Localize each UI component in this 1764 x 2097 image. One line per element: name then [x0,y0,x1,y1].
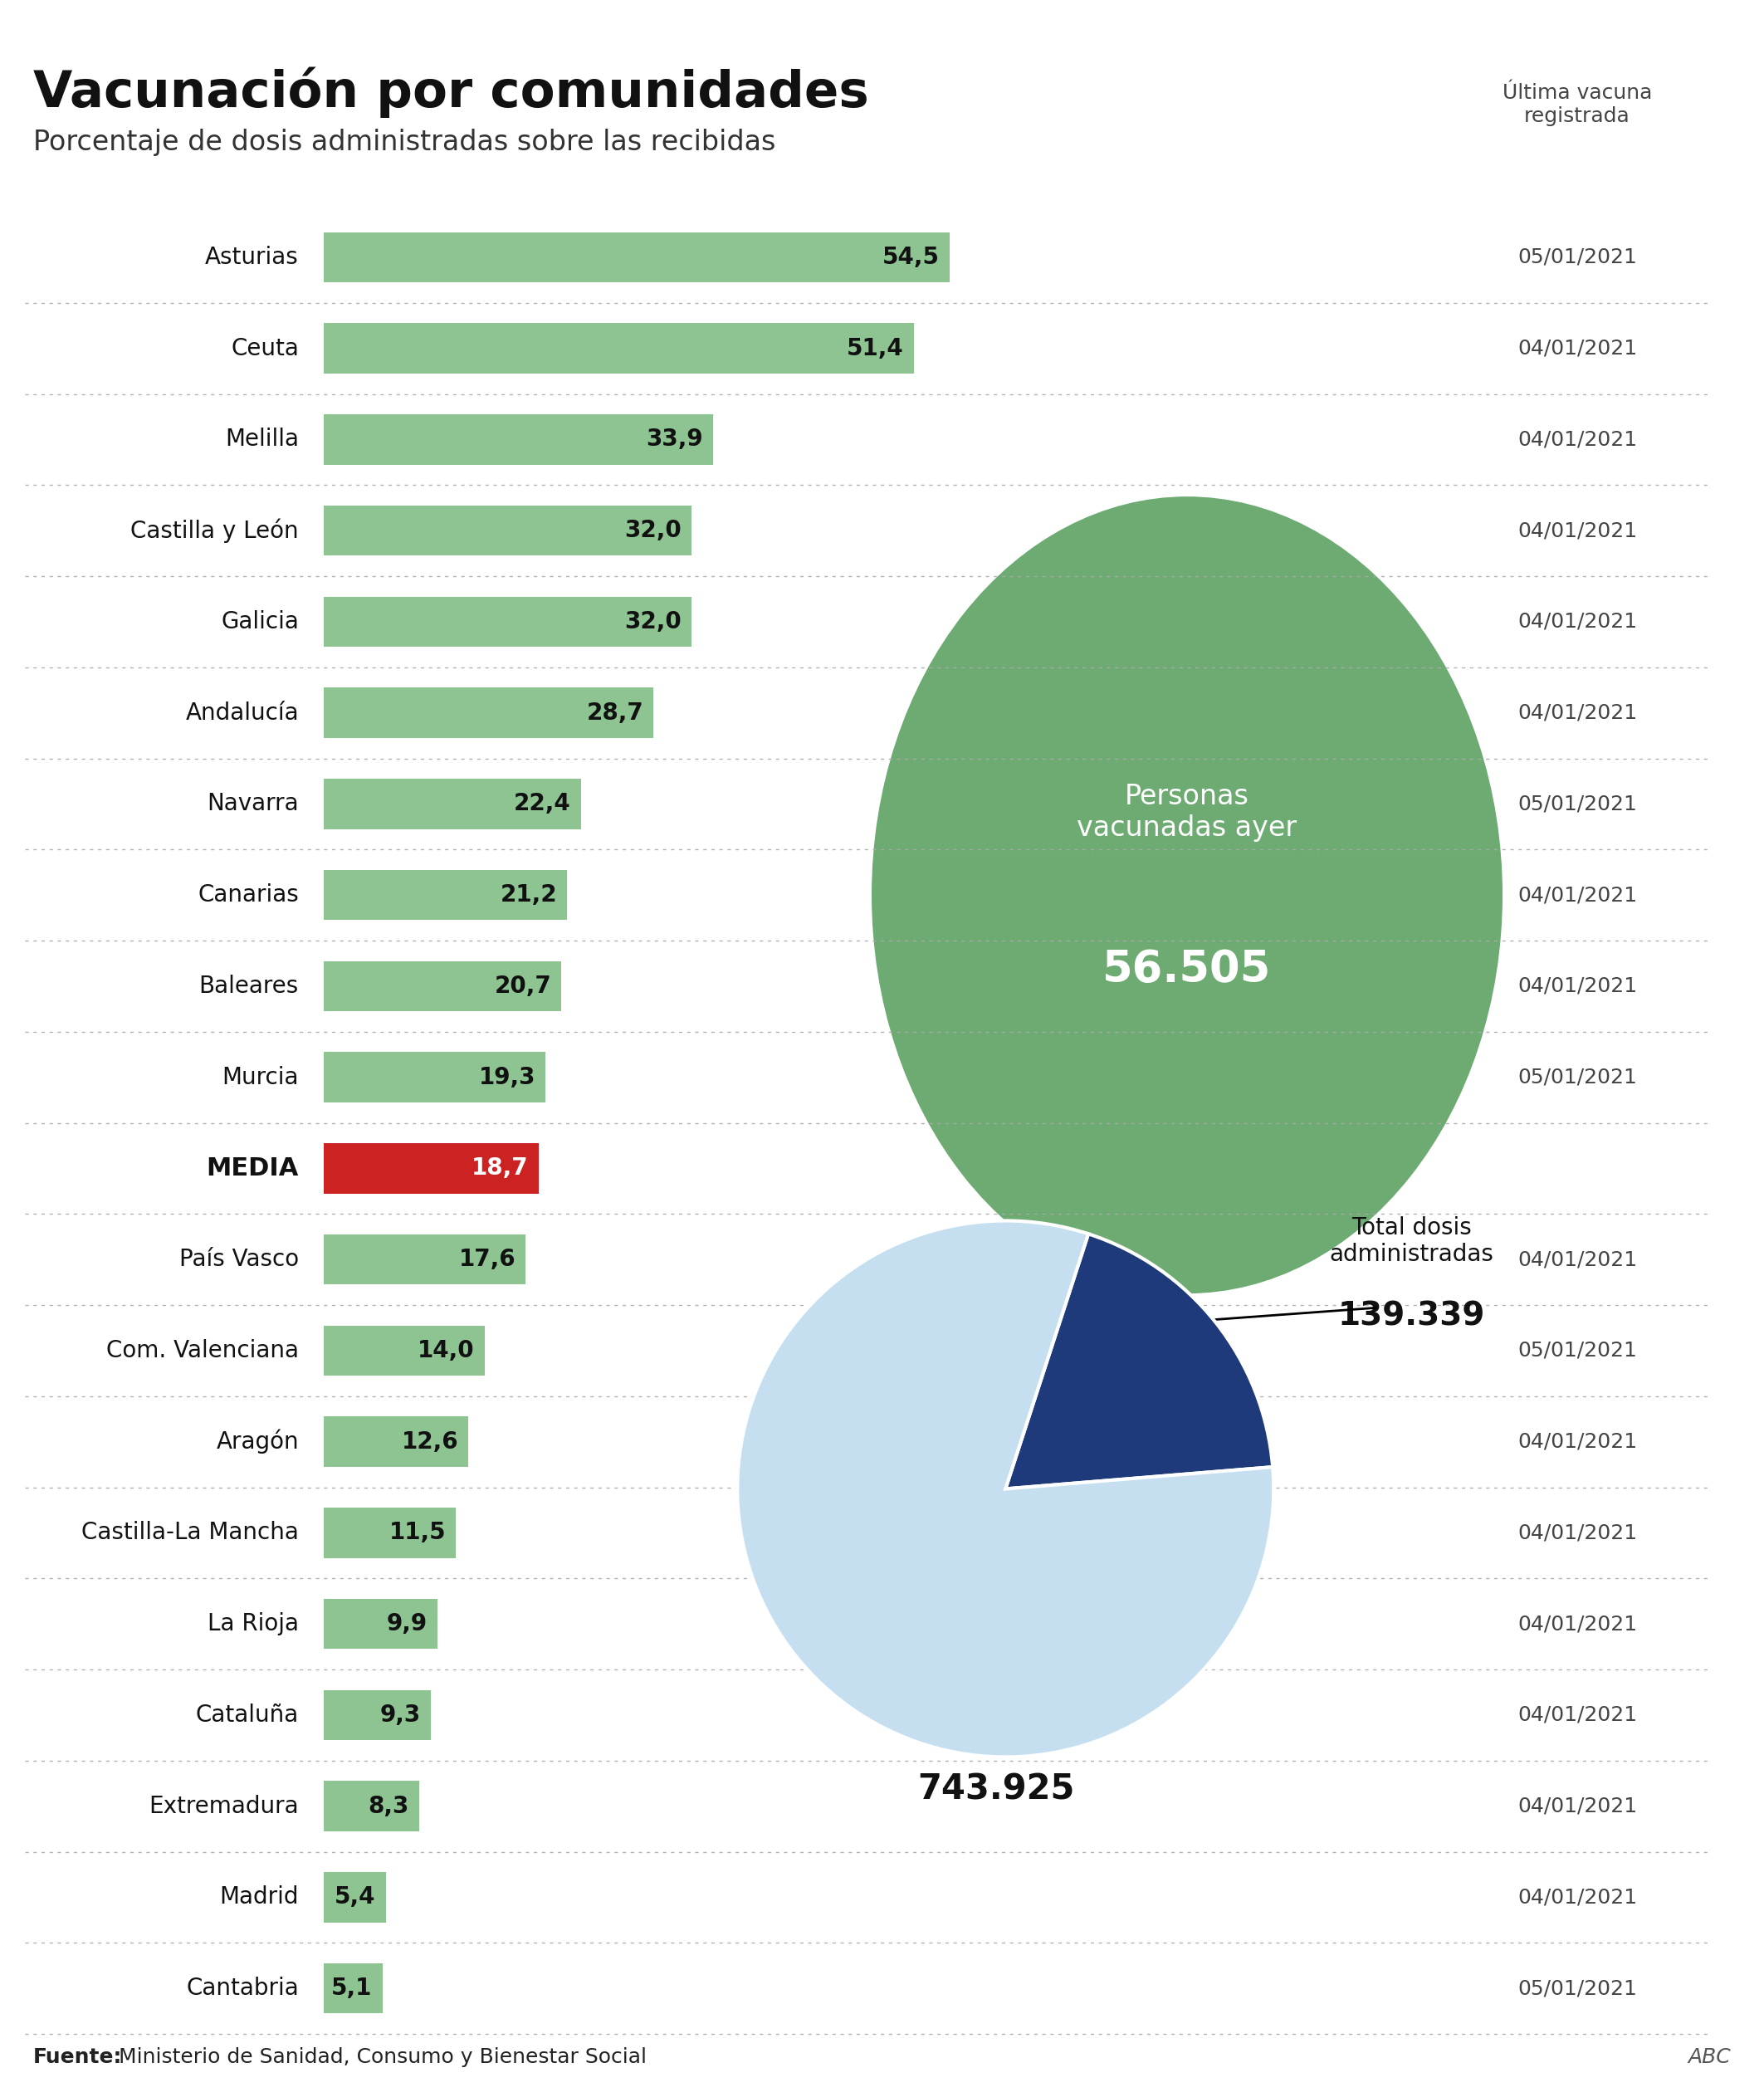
Text: Personas
vacunadas ayer: Personas vacunadas ayer [1078,782,1297,841]
Bar [325,233,949,283]
Bar [325,323,914,373]
Text: Galicia: Galicia [220,610,298,633]
Bar [325,960,561,1011]
Ellipse shape [871,497,1503,1294]
Text: 05/01/2021: 05/01/2021 [1517,247,1637,266]
Bar [325,870,568,921]
Text: Com. Valenciana: Com. Valenciana [106,1340,298,1363]
Bar [325,1598,437,1648]
Bar [325,1235,526,1285]
Text: 9,3: 9,3 [379,1703,420,1726]
Bar [325,1690,430,1741]
Text: 19,3: 19,3 [478,1065,536,1088]
Text: Total dosis
administradas: Total dosis administradas [1328,1216,1494,1267]
Text: 04/01/2021: 04/01/2021 [1517,520,1637,541]
Text: 04/01/2021: 04/01/2021 [1517,338,1637,359]
Text: 33,9: 33,9 [646,428,704,451]
Text: 05/01/2021: 05/01/2021 [1517,1067,1637,1086]
Text: ABC: ABC [1688,2047,1730,2068]
Wedge shape [1005,1233,1272,1489]
Text: Andalucía: Andalucía [185,700,298,723]
Text: 17,6: 17,6 [459,1248,515,1271]
Bar [325,1963,383,2013]
Text: Aragón: Aragón [217,1430,298,1453]
Bar [325,415,713,466]
Text: 05/01/2021: 05/01/2021 [1517,1340,1637,1361]
Text: 04/01/2021: 04/01/2021 [1517,977,1637,996]
Text: Canarias: Canarias [198,883,298,906]
Bar [325,1053,545,1103]
Text: Vacunación por comunidades: Vacunación por comunidades [34,67,870,117]
Text: País Vasco: País Vasco [180,1248,298,1271]
Text: Última vacuna
registrada: Última vacuna registrada [1503,84,1653,126]
Text: 04/01/2021: 04/01/2021 [1517,1887,1637,1906]
Text: 12,6: 12,6 [402,1430,459,1453]
Text: 54,5: 54,5 [882,245,940,268]
Bar [325,1325,485,1376]
Bar [325,1873,386,1923]
Text: 22,4: 22,4 [513,793,572,816]
Bar [325,1780,420,1831]
Text: 51,4: 51,4 [847,338,903,361]
Bar [325,1418,469,1466]
Text: 743.925: 743.925 [917,1772,1074,1808]
Text: 04/01/2021: 04/01/2021 [1517,1522,1637,1543]
Text: 05/01/2021: 05/01/2021 [1517,795,1637,814]
Text: Murcia: Murcia [222,1065,298,1088]
Text: MEDIA: MEDIA [206,1155,298,1181]
Text: 32,0: 32,0 [624,518,681,543]
Text: 04/01/2021: 04/01/2021 [1517,1615,1637,1634]
Text: 14,0: 14,0 [418,1340,475,1363]
Text: La Rioja: La Rioja [208,1613,298,1636]
Text: Ceuta: Ceuta [231,338,298,361]
Text: Porcentaje de dosis administradas sobre las recibidas: Porcentaje de dosis administradas sobre … [34,128,776,155]
Text: 04/01/2021: 04/01/2021 [1517,1432,1637,1451]
Text: 04/01/2021: 04/01/2021 [1517,612,1637,631]
Text: 9,9: 9,9 [386,1613,427,1636]
Text: 04/01/2021: 04/01/2021 [1517,1705,1637,1726]
Text: Asturias: Asturias [205,245,298,268]
Text: Melilla: Melilla [226,428,298,451]
Bar [325,778,580,828]
Text: Total dosis
entregadas: Total dosis entregadas [924,1688,1067,1741]
Text: 8,3: 8,3 [369,1795,409,1818]
Bar [325,505,691,556]
Text: 04/01/2021: 04/01/2021 [1517,702,1637,723]
Bar [325,688,653,738]
Text: 5,4: 5,4 [335,1885,376,1908]
Text: Navarra: Navarra [206,793,298,816]
Text: Baleares: Baleares [199,975,298,998]
Text: 04/01/2021: 04/01/2021 [1517,885,1637,906]
Text: 04/01/2021: 04/01/2021 [1517,1250,1637,1269]
Bar [325,1143,538,1193]
Wedge shape [737,1220,1274,1757]
Text: Cataluña: Cataluña [196,1703,298,1726]
Text: Fuente:: Fuente: [34,2047,122,2068]
Text: 56.505: 56.505 [1102,948,1272,992]
Text: Extremadura: Extremadura [148,1795,298,1818]
Text: 5,1: 5,1 [332,1977,372,2001]
Text: 21,2: 21,2 [501,883,557,906]
Text: 139.339: 139.339 [1337,1300,1485,1332]
Text: 11,5: 11,5 [388,1520,446,1543]
Text: Cantabria: Cantabria [187,1977,298,2001]
Text: Castilla y León: Castilla y León [131,518,298,543]
Text: Ministerio de Sanidad, Consumo y Bienestar Social: Ministerio de Sanidad, Consumo y Bienest… [113,2047,647,2068]
Bar [325,1508,455,1558]
Text: 20,7: 20,7 [494,975,552,998]
Bar [325,598,691,646]
Text: Madrid: Madrid [219,1885,298,1908]
Text: 05/01/2021: 05/01/2021 [1517,1977,1637,1998]
Text: 28,7: 28,7 [586,700,644,723]
Text: 32,0: 32,0 [624,610,681,633]
Text: 04/01/2021: 04/01/2021 [1517,430,1637,449]
Text: 18,7: 18,7 [471,1158,529,1181]
Text: Castilla-La Mancha: Castilla-La Mancha [81,1520,298,1543]
Text: 04/01/2021: 04/01/2021 [1517,1797,1637,1816]
